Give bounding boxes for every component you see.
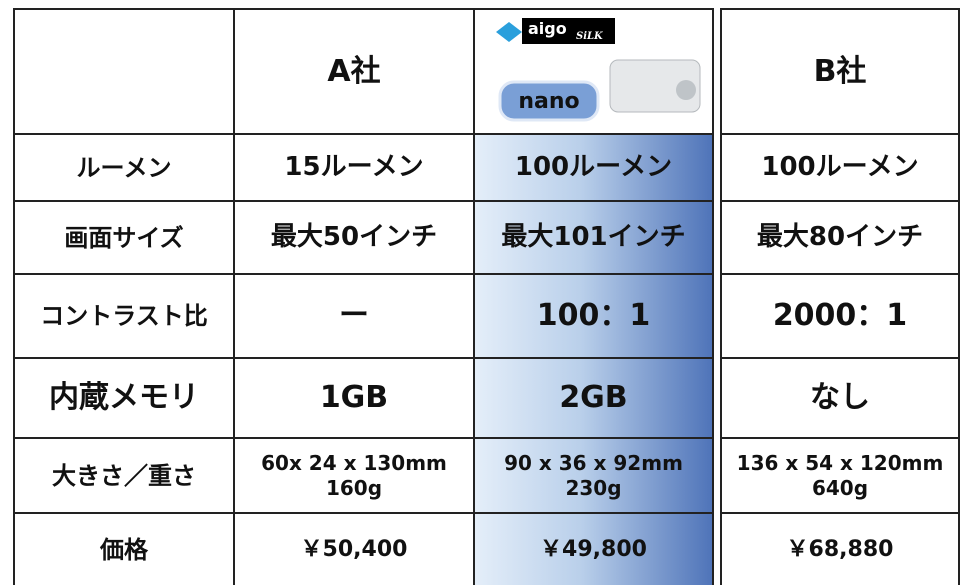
cell-text: 最大50インチ bbox=[270, 222, 438, 253]
product: nano bbox=[518, 89, 579, 114]
value-cell: 100ルーメン bbox=[720, 133, 960, 202]
cell-text: 160g bbox=[325, 475, 383, 500]
row-label: 画面サイズ bbox=[64, 223, 184, 252]
value-cell: 最大80インチ bbox=[720, 200, 960, 275]
value-cell: 最大101インチ bbox=[473, 200, 714, 275]
cell-text: 100：1 bbox=[536, 298, 651, 334]
row-label: 大きさ／重さ bbox=[52, 461, 196, 490]
cell-text: 60x 24 x 130mm bbox=[261, 450, 447, 475]
value-cell: 100ルーメン bbox=[473, 133, 714, 202]
cell-text: 最大101インチ bbox=[501, 222, 686, 253]
row-label: 内蔵メモリ bbox=[49, 380, 199, 416]
value-cell: ￥68,880 bbox=[720, 512, 960, 585]
cell-text: 640g bbox=[811, 475, 869, 500]
logo-diamond bbox=[495, 22, 522, 42]
value-cell: 136 x 54 x 120mm 640g bbox=[720, 437, 960, 514]
row-label-cell: 画面サイズ bbox=[13, 200, 235, 275]
cell-text: 136 x 54 x 120mm bbox=[736, 450, 944, 475]
row-label-cell: 内蔵メモリ bbox=[13, 357, 235, 439]
value-cell: 2000：1 bbox=[720, 273, 960, 359]
cell-text: 100ルーメン bbox=[761, 152, 919, 183]
value-cell: 1GB bbox=[233, 357, 475, 439]
cell-text: 15ルーメン bbox=[284, 152, 424, 183]
cell-text: なし bbox=[810, 380, 870, 416]
projector-lens bbox=[675, 80, 696, 100]
cell-text: 2000：1 bbox=[772, 298, 908, 334]
product-pill bbox=[498, 80, 599, 122]
header-text: B社 bbox=[813, 53, 867, 89]
cell-text: ￥49,800 bbox=[540, 536, 647, 562]
value-cell: ￥49,800 bbox=[473, 512, 714, 585]
row-label: ルーメン bbox=[76, 153, 172, 182]
logo-box bbox=[521, 18, 615, 44]
row-label: コントラスト比 bbox=[40, 302, 208, 330]
cell-text: 2GB bbox=[559, 380, 628, 416]
brand: aigo bbox=[528, 19, 567, 38]
cell-text: 90 x 36 x 92mm bbox=[504, 450, 683, 475]
value-cell: 60x 24 x 130mm 160g bbox=[233, 437, 475, 514]
sub-brand: SiLK bbox=[576, 31, 604, 42]
cell-text: 1GB bbox=[319, 380, 389, 416]
value-cell: 90 x 36 x 92mm 230g bbox=[473, 437, 714, 514]
cell-text: 100ルーメン bbox=[514, 152, 673, 183]
value-cell: 15ルーメン bbox=[233, 133, 475, 202]
projector bbox=[609, 59, 700, 113]
value-cell: ー bbox=[233, 273, 475, 359]
logo: aigo SiLK nano bbox=[495, 18, 700, 122]
value-cell: ￥50,400 bbox=[233, 512, 475, 585]
cell-text: 最大80インチ bbox=[756, 222, 924, 253]
value-cell: なし bbox=[720, 357, 960, 439]
value-cell: 最大50インチ bbox=[233, 200, 475, 275]
cell-text: ￥68,880 bbox=[786, 536, 894, 562]
header-text: A社 bbox=[327, 53, 381, 89]
row-label: 価格 bbox=[100, 535, 148, 564]
cell-text: ￥50,400 bbox=[300, 536, 408, 562]
value-cell: 100：1 bbox=[473, 273, 714, 359]
logo-cell: aigo SiLK nano bbox=[473, 8, 714, 135]
row-label-cell: コントラスト比 bbox=[13, 273, 235, 359]
value-cell: 2GB bbox=[473, 357, 714, 439]
corner-cell bbox=[13, 8, 235, 135]
row-label-cell: 大きさ／重さ bbox=[13, 437, 235, 514]
row-label-cell: 価格 bbox=[13, 512, 235, 585]
header-cell: B社 bbox=[720, 8, 960, 135]
row-label-cell: ルーメン bbox=[13, 133, 235, 202]
header-cell: A社 bbox=[233, 8, 475, 135]
cell-text: 230g bbox=[565, 475, 622, 500]
cell-text: ー bbox=[339, 298, 369, 334]
